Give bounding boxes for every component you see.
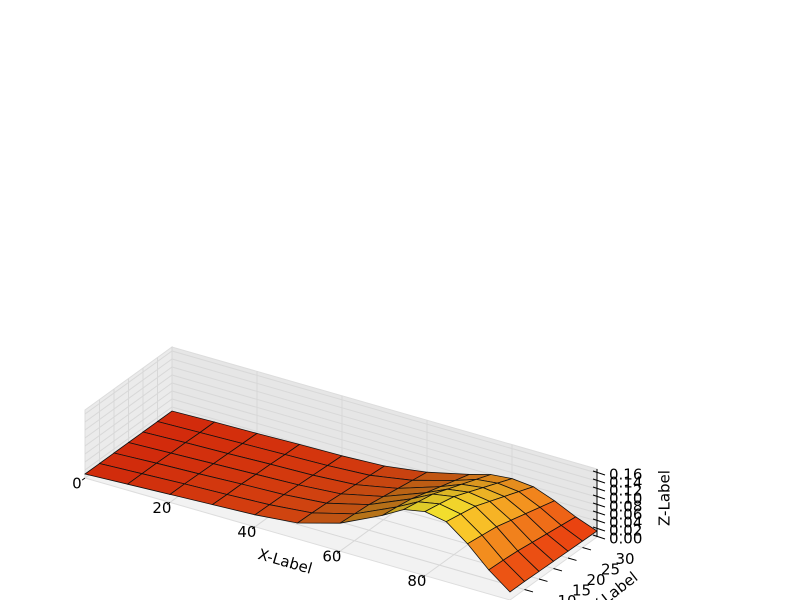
tick-mark bbox=[592, 478, 606, 484]
tick-mark bbox=[166, 501, 171, 505]
grid-line bbox=[84, 390, 173, 455]
y-tick-label: 20 bbox=[586, 571, 605, 589]
grid-line bbox=[171, 350, 598, 474]
grid-line bbox=[171, 366, 598, 490]
tick-mark bbox=[421, 575, 426, 579]
tick-mark bbox=[336, 550, 341, 554]
y-tick-label: 25 bbox=[601, 561, 620, 579]
y-tick-label: 30 bbox=[615, 550, 634, 568]
tick-mark bbox=[592, 526, 606, 532]
grid-line bbox=[171, 358, 598, 482]
tick-mark bbox=[524, 589, 534, 593]
z-tick-label: 0.12 bbox=[609, 482, 642, 500]
tick-mark bbox=[81, 477, 86, 481]
tick-mark bbox=[592, 486, 606, 492]
z-tick-label: 0.16 bbox=[609, 466, 642, 484]
tick-mark bbox=[592, 494, 606, 500]
tick-mark bbox=[592, 518, 606, 524]
grid-line bbox=[84, 398, 173, 463]
z-axis-label: Z-Label bbox=[656, 470, 674, 526]
x-tick-label: 60 bbox=[322, 548, 341, 566]
tick-mark bbox=[592, 510, 606, 516]
tick-mark bbox=[592, 534, 606, 540]
x-axis-label: X-Label bbox=[256, 545, 314, 578]
grid-line bbox=[84, 350, 173, 415]
y-tick-label: 10 bbox=[557, 592, 576, 600]
surface bbox=[84, 410, 598, 593]
surface-patch bbox=[488, 559, 526, 593]
x-tick-label: 0 bbox=[72, 474, 82, 492]
z-tick-label: 0.02 bbox=[609, 522, 642, 540]
y-tick-label: 15 bbox=[572, 582, 591, 600]
z-tick-label: 0.10 bbox=[609, 490, 642, 508]
z-tick-label: 0.14 bbox=[609, 474, 642, 492]
tick-mark bbox=[592, 502, 606, 508]
grid-line bbox=[84, 374, 173, 439]
tick-mark bbox=[592, 470, 606, 476]
tick-mark bbox=[553, 568, 563, 572]
grid-line bbox=[84, 382, 173, 447]
z-tick-label: 0.08 bbox=[609, 498, 642, 516]
grid-line bbox=[171, 374, 598, 498]
z-tick-label: 0.04 bbox=[609, 514, 642, 532]
z-tick-label: 0.00 bbox=[609, 530, 642, 548]
x-tick-label: 40 bbox=[237, 523, 256, 541]
grid-line bbox=[84, 406, 173, 471]
grid-line bbox=[84, 358, 173, 423]
tick-mark bbox=[582, 547, 592, 551]
tick-mark bbox=[251, 526, 256, 530]
grid-line bbox=[84, 366, 173, 431]
x-tick-label: 20 bbox=[152, 499, 171, 517]
tick-mark bbox=[538, 578, 548, 582]
z-tick-label: 0.06 bbox=[609, 506, 642, 524]
x-tick-label: 80 bbox=[407, 572, 426, 590]
tick-mark bbox=[567, 557, 577, 561]
